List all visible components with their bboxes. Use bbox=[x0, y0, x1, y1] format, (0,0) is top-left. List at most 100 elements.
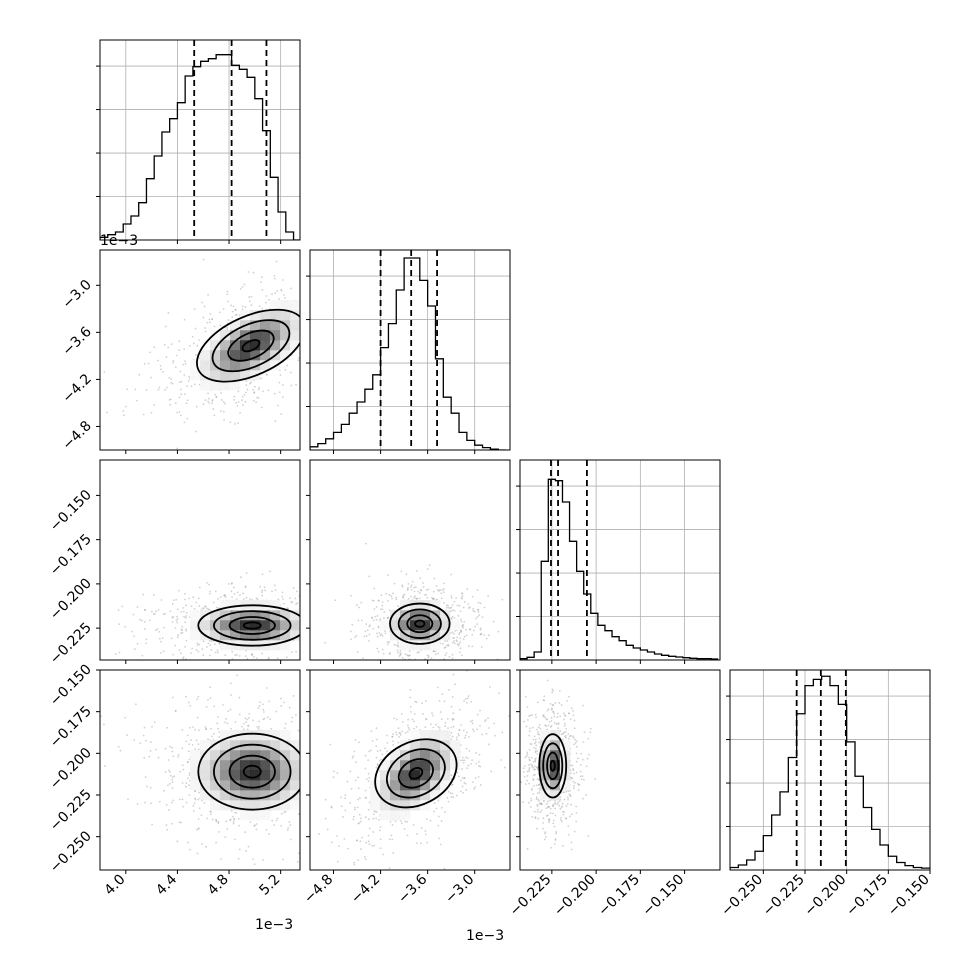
density-cell-2-1-10-2 bbox=[410, 630, 421, 641]
scatter-point-3-1-410 bbox=[458, 775, 460, 778]
scatter-point-3-0-369 bbox=[329, 836, 331, 838]
scatter-point-3-1-475 bbox=[464, 756, 467, 759]
scatter-point-2-0-21 bbox=[261, 589, 264, 592]
contour-3-0-0 bbox=[242, 764, 262, 779]
scatter-point-3-1-2 bbox=[392, 852, 395, 854]
scatter-point-3-2-674 bbox=[531, 815, 534, 818]
density-cell-3-0-16-7 bbox=[260, 790, 271, 801]
scatter-point-2-1-8 bbox=[424, 594, 426, 596]
density-cell-1-0-12-7 bbox=[220, 370, 231, 381]
scatter-point-2-1-467 bbox=[406, 589, 409, 591]
contour-3-1-0 bbox=[408, 767, 424, 780]
scatter-point-3-1-105 bbox=[374, 810, 377, 813]
scatter-point-2-1-307 bbox=[399, 651, 402, 654]
density-cell-3-0-12-8 bbox=[220, 780, 231, 791]
scatter-point-3-0-452 bbox=[153, 721, 156, 723]
contour-3-2-3 bbox=[538, 733, 568, 799]
scatter-point-2-1-387 bbox=[465, 634, 468, 637]
scatter-point-1-0-608 bbox=[261, 307, 264, 310]
density-frame-3-0 bbox=[99, 669, 301, 871]
scatter-point-2-1-30 bbox=[383, 617, 385, 619]
scatter-point-3-0-269 bbox=[248, 712, 251, 715]
scatter-point-3-2-520 bbox=[542, 714, 545, 717]
scatter-point-3-0-46 bbox=[331, 787, 333, 789]
scatter-point-2-1-398 bbox=[365, 542, 367, 545]
scatter-point-1-0-697 bbox=[301, 321, 303, 323]
scatter-point-2-0-165 bbox=[301, 604, 303, 606]
scatter-point-2-0-175 bbox=[322, 597, 324, 599]
scatter-point-3-0-552 bbox=[364, 769, 366, 771]
scatter-point-3-0-686 bbox=[311, 795, 313, 797]
scatter-point-2-0-589 bbox=[341, 588, 343, 590]
scatter-point-2-1-479 bbox=[472, 610, 475, 612]
scatter-point-1-0-142 bbox=[204, 330, 207, 333]
scatter-point-3-1-628 bbox=[463, 777, 466, 780]
contour-3-2-0 bbox=[549, 759, 556, 772]
scatter-point-2-0-514 bbox=[182, 657, 184, 660]
scatter-point-3-2-594 bbox=[546, 803, 548, 805]
scatter-point-1-0-307 bbox=[307, 323, 309, 325]
scatter-point-1-0-233 bbox=[265, 373, 268, 376]
xtick-label-2-2: −0.175 bbox=[595, 872, 643, 920]
scatter-point-2-1-102 bbox=[374, 615, 377, 618]
scatter-point-3-0-673 bbox=[188, 774, 191, 776]
scatter-point-2-0-34 bbox=[295, 603, 298, 605]
scatter-point-3-2-593 bbox=[551, 704, 554, 707]
scatter-point-2-1-302 bbox=[453, 610, 456, 612]
scatter-point-2-1-458 bbox=[449, 607, 452, 610]
density-cell-3-0-15-13 bbox=[250, 730, 261, 741]
scatter-point-3-2-482 bbox=[549, 807, 552, 810]
scatter-point-2-0-693 bbox=[204, 605, 207, 608]
scatter-point-1-0-527 bbox=[303, 314, 305, 316]
scatter-point-1-0-628 bbox=[289, 371, 292, 374]
scatter-point-3-0-506 bbox=[234, 838, 236, 841]
scatter-point-2-0-501 bbox=[378, 611, 380, 613]
density-cell-1-0-9-8 bbox=[190, 360, 201, 371]
scatter-point-2-0-23 bbox=[171, 616, 174, 619]
scatter-point-2-1-136 bbox=[365, 635, 368, 637]
xtick-label-3-4: −0.150 bbox=[885, 872, 933, 920]
scatter-point-2-1-37 bbox=[451, 641, 454, 644]
scatter-point-3-2-398 bbox=[565, 817, 568, 820]
scatter-point-1-0-416 bbox=[337, 302, 339, 304]
scatter-point-3-0-57 bbox=[252, 858, 254, 860]
scatter-point-3-1-276 bbox=[446, 796, 449, 799]
scatter-point-3-1-359 bbox=[451, 792, 454, 795]
scatter-point-2-1-242 bbox=[467, 607, 470, 609]
scatter-point-2-0-271 bbox=[341, 619, 343, 621]
density-cell-3-0-16-10 bbox=[260, 760, 271, 771]
scatter-point-2-0-385 bbox=[342, 618, 344, 620]
scatter-point-2-0-488 bbox=[320, 618, 322, 620]
scatter-point-3-0-36 bbox=[171, 746, 174, 749]
scatter-point-1-0-58 bbox=[302, 344, 304, 346]
scatter-point-1-0-419 bbox=[212, 408, 215, 410]
scatter-point-2-1-611 bbox=[418, 592, 421, 594]
scatter-point-3-1-544 bbox=[368, 827, 371, 830]
scatter-point-3-1-566 bbox=[412, 824, 415, 826]
scatter-point-3-1-608 bbox=[407, 726, 410, 729]
scatter-point-3-0-367 bbox=[322, 832, 324, 834]
density-cell-1-0-13-9 bbox=[230, 350, 241, 361]
scatter-point-2-0-64 bbox=[184, 645, 186, 648]
scatter-point-1-0-688 bbox=[301, 317, 303, 319]
scatter-point-2-0-587 bbox=[324, 611, 326, 613]
scatter-point-2-1-699 bbox=[450, 596, 453, 599]
scatter-point-3-1-34 bbox=[474, 777, 477, 779]
scatter-point-3-1-361 bbox=[458, 708, 461, 711]
scatter-point-3-2-521 bbox=[569, 794, 572, 797]
scatter-point-1-0-42 bbox=[202, 403, 205, 406]
scatter-point-3-1-319 bbox=[422, 713, 424, 715]
scatter-point-3-1-623 bbox=[372, 813, 375, 816]
scatter-point-3-1-58 bbox=[460, 759, 463, 762]
scatter-point-2-0-147 bbox=[163, 613, 166, 615]
scatter-point-2-1-213 bbox=[386, 641, 389, 643]
scatter-point-2-0-685 bbox=[259, 585, 262, 588]
scatter-point-3-0-637 bbox=[188, 758, 191, 761]
scatter-point-1-0-413 bbox=[318, 286, 320, 288]
scatter-point-3-0-8 bbox=[215, 820, 218, 823]
density-cell-3-1-7-8 bbox=[380, 780, 391, 791]
scatter-point-1-0-493 bbox=[245, 384, 248, 386]
scatter-point-3-0-559 bbox=[119, 749, 122, 752]
scatter-point-3-0-127 bbox=[151, 823, 154, 826]
scatter-point-3-2-481 bbox=[550, 707, 553, 710]
